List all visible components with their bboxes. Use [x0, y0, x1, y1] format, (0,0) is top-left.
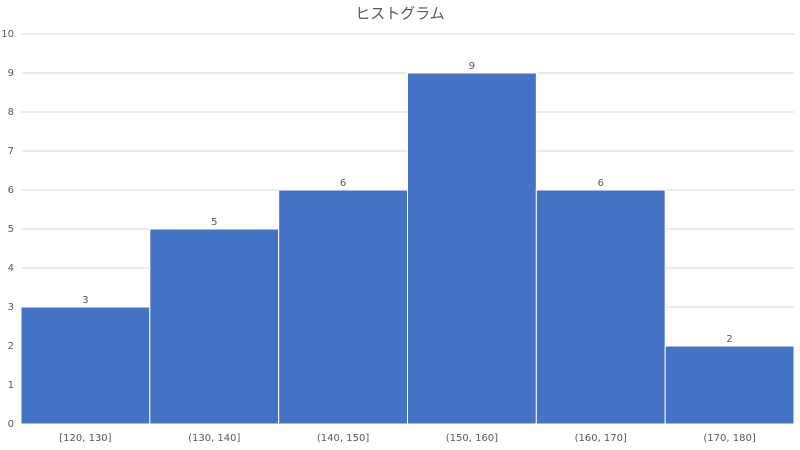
bar — [278, 189, 408, 425]
bar — [149, 228, 280, 425]
data-label: 3 — [82, 295, 88, 306]
x-tick-label: (170, 180] — [703, 433, 755, 444]
bar — [20, 306, 151, 425]
data-label: 9 — [469, 61, 475, 72]
x-tick-label: (160, 170] — [575, 433, 627, 444]
y-tick-label: 7 — [8, 146, 14, 157]
y-tick-label: 9 — [8, 68, 14, 79]
y-tick-label: 2 — [8, 341, 14, 352]
y-tick-label: 0 — [8, 419, 14, 430]
y-tick-label: 5 — [8, 224, 14, 235]
data-label: 5 — [211, 217, 217, 228]
x-tick-label: (150, 160] — [446, 433, 498, 444]
y-tick-label: 4 — [8, 263, 14, 274]
data-label: 6 — [340, 178, 346, 189]
data-label: 6 — [598, 178, 604, 189]
y-tick-label: 8 — [8, 107, 14, 118]
y-tick-label: 6 — [8, 185, 14, 196]
x-tick-label: (130, 140] — [188, 433, 240, 444]
x-tick-label: (140, 150] — [317, 433, 369, 444]
y-tick-label: 3 — [8, 302, 14, 313]
x-tick-label: [120, 130] — [59, 433, 111, 444]
bar — [535, 189, 666, 425]
y-tick-label: 1 — [8, 380, 14, 391]
y-tick-label: 10 — [1, 29, 14, 40]
bar — [407, 72, 537, 425]
chart-title: ヒストグラム — [355, 5, 445, 23]
bar — [664, 345, 795, 425]
data-label: 2 — [726, 334, 732, 345]
